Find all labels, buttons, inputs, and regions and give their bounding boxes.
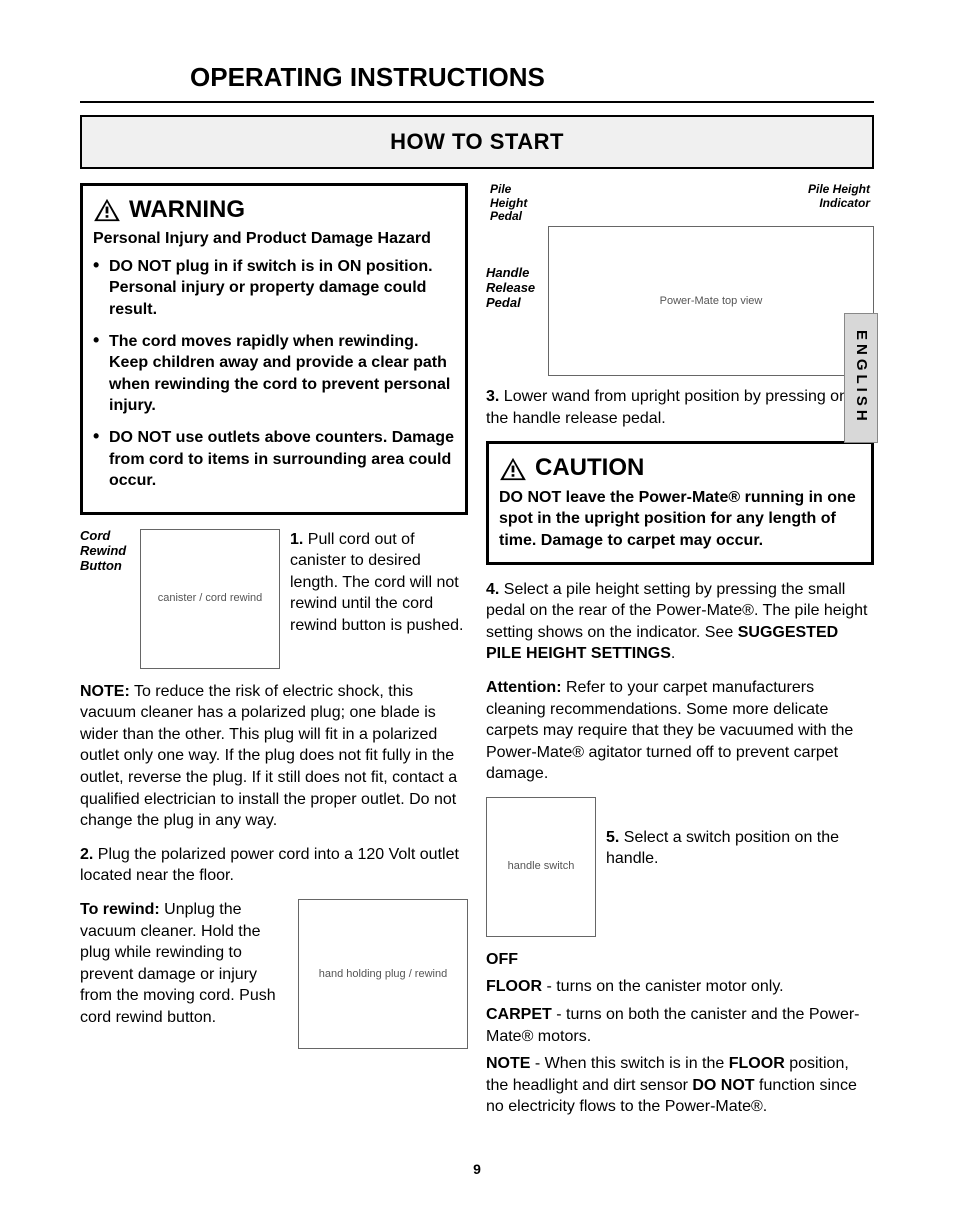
- attention-paragraph: Attention: Refer to your carpet manufact…: [486, 677, 874, 785]
- polarized-plug-note: NOTE: To reduce the risk of electric sho…: [80, 681, 468, 832]
- warning-bullet: DO NOT use outlets above counters. Damag…: [93, 427, 455, 492]
- warning-subhead: Personal Injury and Product Damage Hazar…: [93, 228, 455, 250]
- caution-triangle-icon: [499, 457, 527, 481]
- title-rule: [80, 101, 874, 103]
- warning-bullet: DO NOT plug in if switch is in ON positi…: [93, 256, 455, 321]
- cord-rewind-label: Cord Rewind Button: [80, 529, 130, 574]
- warning-triangle-icon: [93, 198, 121, 222]
- step5-text: Select a switch position on the handle.: [606, 829, 839, 868]
- warning-bullets: DO NOT plug in if switch is in ON positi…: [93, 256, 455, 492]
- caution-box: CAUTION DO NOT leave the Power-Mate® run…: [486, 441, 874, 564]
- power-mate-illustration: Power-Mate top view: [548, 226, 874, 376]
- right-column: ENGLISH Pile Height Pedal Pile Height In…: [486, 183, 874, 1130]
- caution-title: CAUTION: [535, 452, 644, 484]
- switch-figure-row: handle switch 5. Select a switch positio…: [486, 797, 874, 937]
- power-mate-figure: Pile Height Pedal Pile Height Indicator …: [486, 183, 874, 376]
- floor-def: FLOOR - turns on the canister motor only…: [486, 976, 874, 998]
- rewind-figure-row: To rewind: Unplug the vacuum cleaner. Ho…: [80, 899, 468, 1049]
- off-label: OFF: [486, 949, 874, 971]
- two-column-layout: WARNING Personal Injury and Product Dama…: [80, 183, 874, 1130]
- left-column: WARNING Personal Injury and Product Dama…: [80, 183, 468, 1130]
- step3: 3. Lower wand from upright position by p…: [486, 386, 874, 429]
- warning-bullet: The cord moves rapidly when rewinding. K…: [93, 331, 455, 417]
- page-title: OPERATING INSTRUCTIONS: [80, 60, 874, 95]
- warning-box: WARNING Personal Injury and Product Dama…: [80, 183, 468, 515]
- cord-rewind-illustration: canister / cord rewind: [140, 529, 280, 669]
- step1-text: Pull cord out of canister to desired len…: [290, 531, 463, 634]
- caution-body: DO NOT leave the Power-Mate® running in …: [499, 487, 861, 552]
- switch-note: NOTE - When this switch is in the FLOOR …: [486, 1053, 874, 1118]
- warning-title: WARNING: [129, 194, 245, 226]
- carpet-def: CARPET - turns on both the canister and …: [486, 1004, 874, 1047]
- rewind-text: Unplug the vacuum cleaner. Hold the plug…: [80, 901, 276, 1026]
- rewind-lead: To rewind:: [80, 901, 160, 918]
- section-banner: HOW TO START: [80, 115, 874, 169]
- step2: 2. Plug the polarized power cord into a …: [80, 844, 468, 887]
- step5-lead: 5.: [606, 829, 619, 846]
- handle-switch-illustration: handle switch: [486, 797, 596, 937]
- page-number: 9: [80, 1160, 874, 1179]
- hand-rewind-illustration: hand holding plug / rewind: [298, 899, 468, 1049]
- language-tab: ENGLISH: [844, 313, 878, 443]
- step4: 4. Select a pile height setting by press…: [486, 579, 874, 665]
- cord-rewind-figure-row: Cord Rewind Button canister / cord rewin…: [80, 529, 468, 669]
- step1-lead: 1.: [290, 531, 303, 548]
